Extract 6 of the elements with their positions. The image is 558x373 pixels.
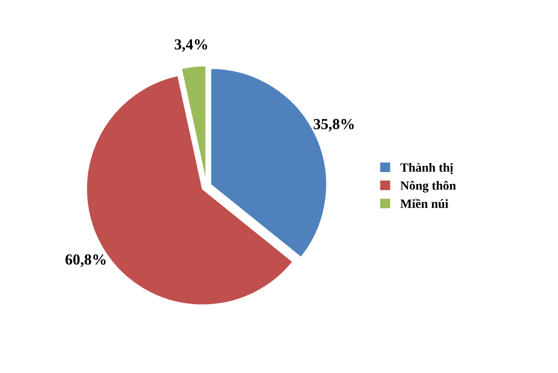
data-label: 60,8%: [65, 254, 106, 267]
legend-label: Nông thôn: [400, 180, 456, 192]
legend-label: Thành thị: [400, 162, 454, 174]
data-label: 35,8%: [314, 118, 354, 132]
legend-label: Miền núi: [400, 198, 448, 208]
data-label: 3,4%: [174, 39, 208, 52]
